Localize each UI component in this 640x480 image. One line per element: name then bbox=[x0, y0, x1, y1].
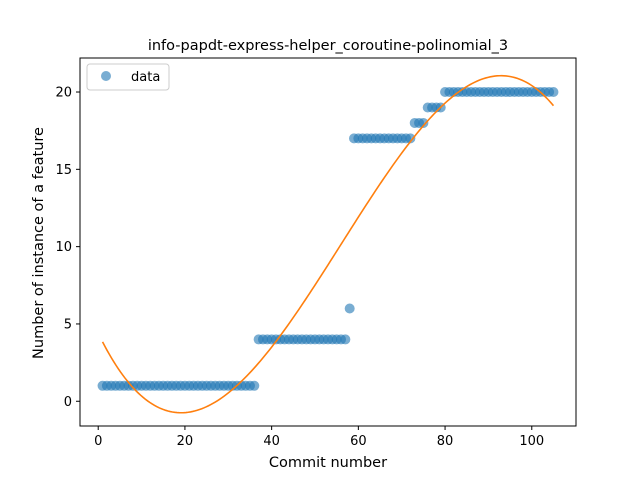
x-tick-label-40: 40 bbox=[263, 434, 280, 449]
legend: data bbox=[86, 63, 170, 91]
y-tick-label-20: 20 bbox=[55, 86, 72, 101]
x-axis-ticks: 0 20 40 60 80 100 bbox=[94, 426, 544, 449]
data-point-105 bbox=[548, 87, 559, 98]
x-tick-label-80: 80 bbox=[437, 434, 454, 449]
x-tick-label-100: 100 bbox=[519, 434, 544, 449]
x-tick-label-0: 0 bbox=[94, 434, 102, 449]
x-tick-label-60: 60 bbox=[350, 434, 367, 449]
y-axis-ticks: 0 5 10 15 20 bbox=[55, 86, 80, 410]
x-tick-label-20: 20 bbox=[177, 434, 194, 449]
data-point-72 bbox=[405, 133, 416, 144]
y-tick-label-5: 5 bbox=[64, 317, 72, 332]
fit-curve bbox=[101, 74, 555, 414]
chart-title: info-papdt-express-helper_coroutine-poli… bbox=[148, 38, 508, 54]
legend-label-data: data bbox=[131, 70, 160, 85]
data-point-58 bbox=[344, 303, 355, 314]
legend-marker-data bbox=[101, 71, 111, 81]
x-axis-label: Commit number bbox=[269, 455, 387, 471]
data-point-57 bbox=[340, 334, 351, 345]
data-point-36 bbox=[249, 380, 260, 391]
data-point-75 bbox=[418, 117, 429, 128]
axes-frame bbox=[79, 57, 577, 427]
y-axis-label: Number of instance of a feature bbox=[31, 127, 47, 359]
plot-area bbox=[79, 57, 577, 427]
y-tick-label-10: 10 bbox=[55, 240, 72, 255]
y-tick-label-0: 0 bbox=[64, 395, 72, 410]
legend-frame bbox=[86, 63, 170, 91]
y-tick-label-15: 15 bbox=[55, 163, 72, 178]
